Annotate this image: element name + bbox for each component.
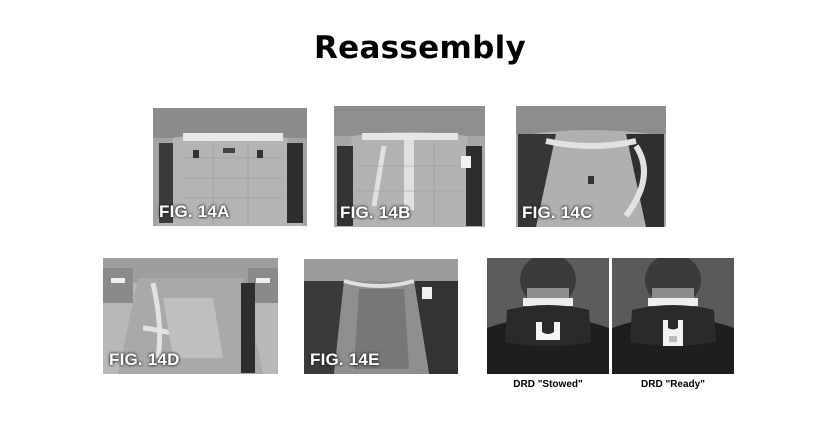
figure-14e-label: FIG. 14E xyxy=(310,350,380,369)
figure-14e-photo: FIG. 14E xyxy=(304,259,458,374)
figure-14b-photo: FIG. 14B xyxy=(334,106,485,227)
jacket-liner-image xyxy=(304,259,458,374)
figure-14a-photo: FIG. 14A xyxy=(153,108,307,226)
jacket-liner-image xyxy=(153,108,307,226)
jacket-liner-image xyxy=(516,106,666,227)
figure-14d-photo: FIG. 14D xyxy=(103,258,278,374)
figure-14b-label: FIG. 14B xyxy=(340,203,411,222)
drd-stowed-caption: DRD "Stowed" xyxy=(513,379,583,390)
drd-ready-caption: DRD "Ready" xyxy=(641,379,705,390)
neck-collar-image xyxy=(612,258,734,374)
neck-collar-image xyxy=(487,258,609,374)
figure-14c-label: FIG. 14C xyxy=(522,203,593,222)
page-title: Reassembly xyxy=(313,30,527,66)
jacket-liner-image xyxy=(103,258,278,374)
figure-14d-label: FIG. 14D xyxy=(109,350,180,369)
drd-ready-photo xyxy=(612,258,734,374)
drd-stowed-photo xyxy=(487,258,609,374)
figure-14a-label: FIG. 14A xyxy=(159,202,230,221)
jacket-liner-image xyxy=(334,106,485,227)
figure-14c-photo: FIG. 14C xyxy=(516,106,666,227)
